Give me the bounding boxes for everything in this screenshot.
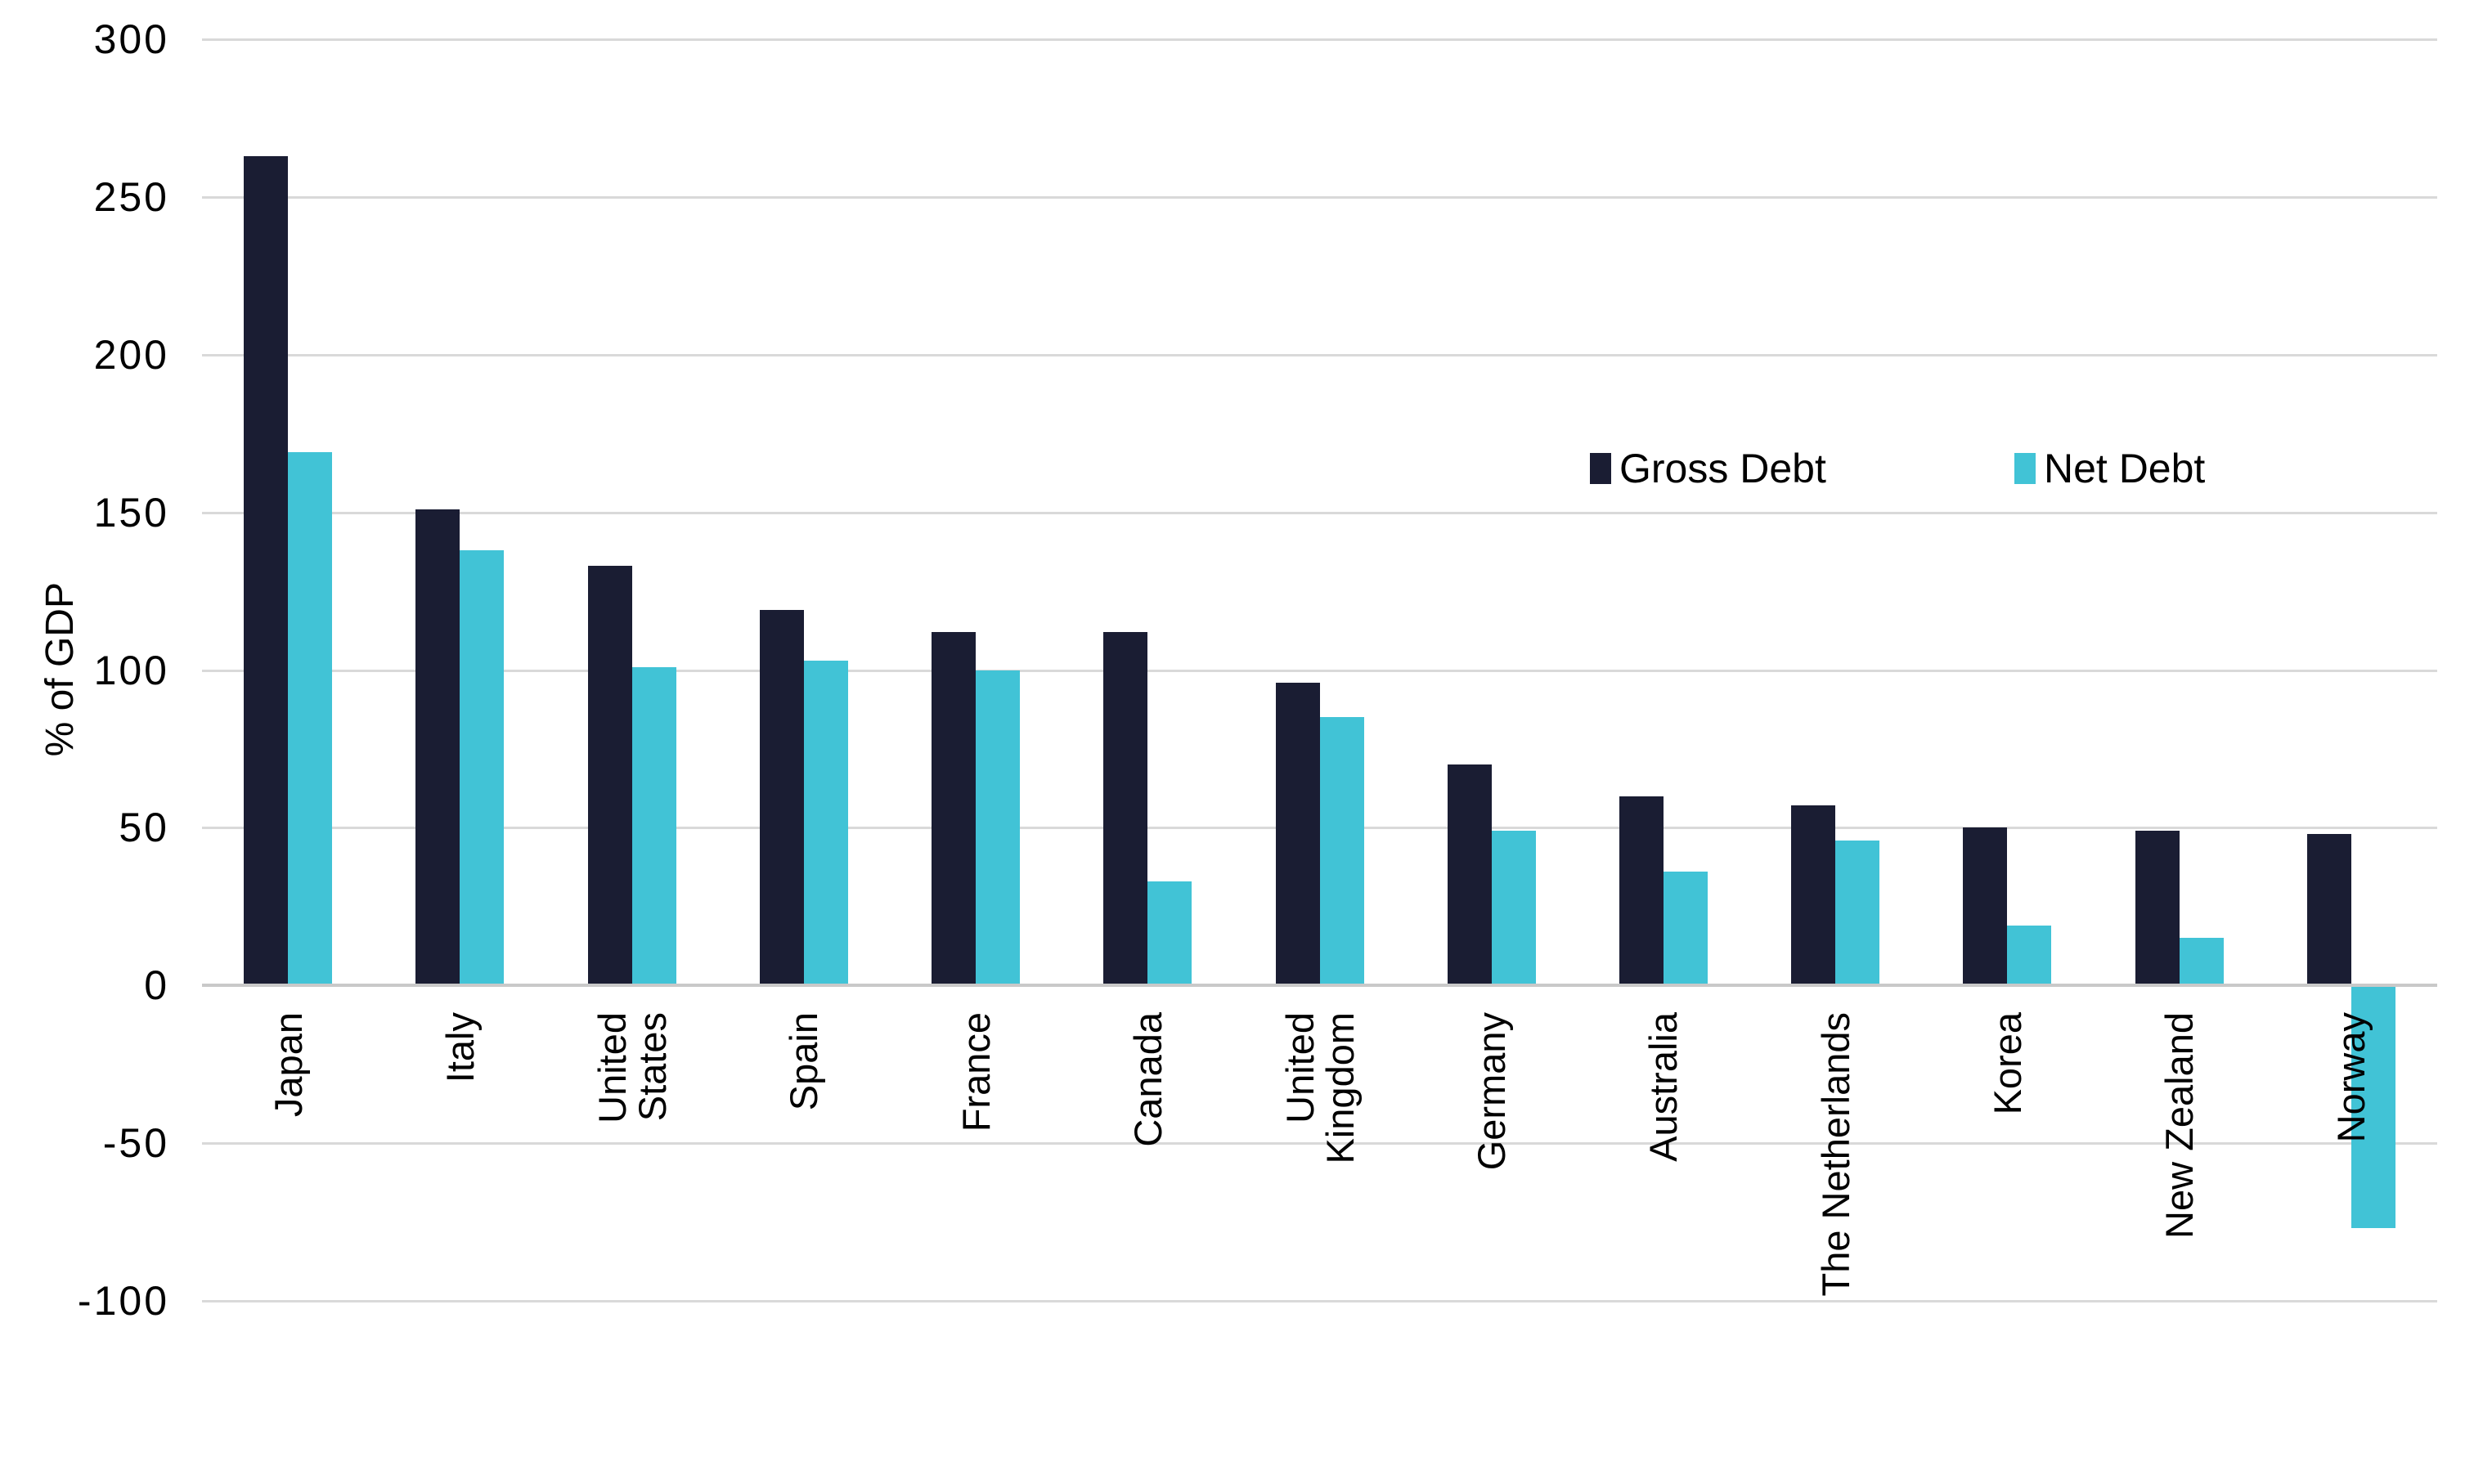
x-label-norway: Norway	[2329, 1012, 2373, 1143]
y-tick-label-50: 50	[119, 805, 169, 851]
net-debt-bar-norway	[2351, 985, 2395, 1229]
gross-debt-bar-united-kingdom	[1275, 682, 1320, 986]
y-tick-label-0: 0	[144, 962, 169, 1009]
x-label-japan: Japan	[266, 1012, 310, 1118]
gross-debt-bar-united-states	[587, 566, 632, 986]
x-label-italy: Italy	[438, 1012, 482, 1083]
net-debt-bar-japan	[288, 452, 333, 986]
y-tick-label-150: 150	[93, 489, 169, 536]
gross-debt-bar-new-zealand	[2135, 831, 2180, 986]
net-debt-bar-canada	[1147, 881, 1192, 986]
x-label-australia: Australia	[1641, 1012, 1686, 1162]
gross-debt-bar-france	[932, 632, 977, 986]
gridline--50	[202, 1142, 2437, 1146]
y-tick-label-300: 300	[93, 16, 169, 62]
y-tick-label-200: 200	[93, 331, 169, 378]
gross-debt-bar-korea	[1963, 827, 2008, 986]
net-debt-legend-swatch	[2014, 453, 2036, 484]
gross-debt-bar-canada	[1103, 632, 1148, 986]
net-debt-bar-korea	[2007, 925, 2052, 986]
gross-debt-legend-swatch	[1590, 453, 1611, 484]
y-tick-label--100: -100	[77, 1278, 169, 1324]
net-debt-bar-italy	[460, 549, 505, 986]
gridline-150	[202, 511, 2437, 514]
x-label-korea: Korea	[1985, 1012, 2029, 1115]
net-debt-bar-the-netherlands	[1835, 840, 1880, 986]
gross-debt-bar-japan	[244, 155, 289, 986]
gridline-100	[202, 669, 2437, 672]
net-debt-bar-germany	[1491, 831, 1536, 986]
zero-axis-line	[202, 984, 2437, 988]
y-tick-label--50: -50	[102, 1120, 169, 1167]
gross-debt-bar-australia	[1619, 796, 1664, 986]
legend-item-gross-debt: Gross Debt	[1590, 448, 1826, 489]
gross-debt-bar-italy	[415, 509, 460, 986]
x-label-canada: Canada	[1125, 1012, 1170, 1147]
net-debt-bar-australia	[1663, 872, 1708, 986]
gridline--100	[202, 1300, 2437, 1302]
net-debt-bar-spain	[803, 660, 848, 986]
net-debt-legend-label: Net Debt	[2044, 446, 2206, 491]
x-label-france: France	[954, 1012, 998, 1132]
x-label-germany: Germany	[1470, 1012, 1514, 1171]
gross-debt-bar-spain	[759, 610, 804, 986]
gross-debt-bar-germany	[1447, 764, 1492, 986]
y-tick-label-100: 100	[93, 647, 169, 693]
net-debt-bar-france	[976, 670, 1021, 986]
gridline-200	[202, 353, 2437, 356]
gross-debt-bar-the-netherlands	[1791, 805, 1836, 986]
x-label-united-states: United States	[590, 1012, 674, 1123]
x-label-spain: Spain	[782, 1012, 826, 1111]
legend-item-net-debt: Net Debt	[2014, 448, 2205, 489]
gross-debt-bar-norway	[2306, 834, 2351, 986]
gross-debt-legend-label: Gross Debt	[1619, 446, 1826, 491]
y-tick-label-250: 250	[93, 173, 169, 220]
x-label-united-kingdom: United Kingdom	[1277, 1012, 1362, 1164]
gridline-250	[202, 195, 2437, 199]
net-debt-bar-united-kingdom	[1319, 717, 1364, 986]
net-debt-bar-new-zealand	[2179, 938, 2224, 986]
x-label-new-zealand: New Zealand	[2157, 1012, 2202, 1239]
net-debt-bar-united-states	[631, 666, 676, 986]
gridline-300	[202, 38, 2437, 41]
x-label-the-netherlands: The Netherlands	[1813, 1012, 1857, 1297]
